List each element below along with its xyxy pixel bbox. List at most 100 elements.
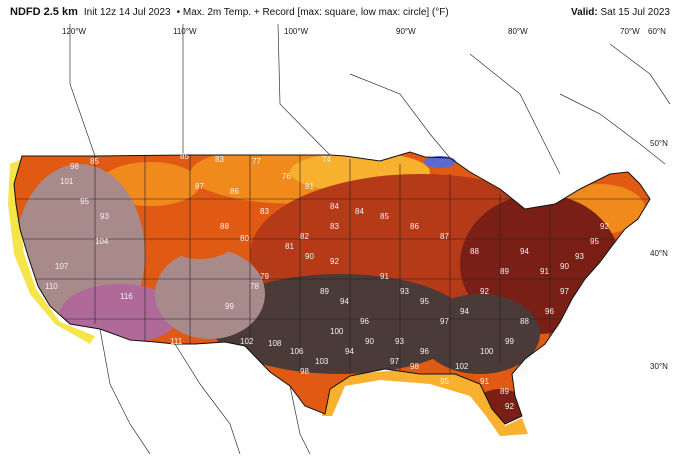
temperature-station-value: 85: [180, 152, 189, 161]
temperature-station-value: 90: [560, 262, 569, 271]
temperature-station-value: 82: [300, 232, 309, 241]
temperature-station-value: 76: [282, 172, 291, 181]
temperature-station-value: 108: [268, 339, 282, 348]
temperature-station-value: 93: [535, 352, 544, 361]
temperature-station-value: 93: [400, 287, 409, 296]
temperature-station-value: 107: [55, 262, 69, 271]
temperature-station-value: 92: [330, 257, 339, 266]
longitude-label: 100°W: [284, 27, 309, 36]
temperature-station-value: 96: [545, 307, 554, 316]
latitude-labels: 50°N 40°N 30°N: [650, 139, 668, 371]
longitude-label: 60°N: [648, 27, 666, 36]
temperature-station-value: 85: [90, 157, 99, 166]
temperature-station-value: 84: [330, 202, 339, 211]
map-header: NDFD 2.5 km Init 12z 14 Jul 2023 • Max. …: [0, 0, 680, 24]
temperature-station-value: 95: [440, 377, 449, 386]
temperature-station-value: 98: [70, 162, 79, 171]
temperature-station-value: 95: [80, 197, 89, 206]
temperature-station-value: 85: [380, 212, 389, 221]
temperature-station-value: 91: [540, 267, 549, 276]
temperature-station-points: 85 83 77 74 72 76 81 84 87 86 83 88 80 85 98 101 95 93 104…: [45, 150, 609, 411]
latitude-label: 40°N: [650, 249, 668, 258]
southern-plains-hot-core: [210, 274, 470, 374]
longitude-labels: 120°W 110°W 100°W 90°W 80°W 70°W 60°N: [62, 27, 666, 36]
international-borders: [69, 23, 671, 455]
temperature-station-value: 95: [420, 297, 429, 306]
lake-superior-cool-spot: [424, 156, 456, 168]
longitude-label: 120°W: [62, 27, 87, 36]
temperature-station-value: 80: [240, 234, 249, 243]
valid-time: Valid: Sat 15 Jul 2023: [571, 7, 670, 18]
temperature-station-value: 83: [330, 222, 339, 231]
temperature-station-value: 94: [340, 297, 349, 306]
field-description: • Max. 2m Temp. + Record [max: square, l…: [176, 7, 449, 18]
temperature-station-value: 72: [365, 150, 374, 159]
temperature-station-value: 74: [322, 155, 331, 164]
temperature-station-value: 97: [560, 287, 569, 296]
temperature-station-value: 94: [345, 347, 354, 356]
temperature-station-value: 83: [215, 155, 224, 164]
temperature-station-value: 88: [220, 222, 229, 231]
temperature-station-value: 110: [45, 282, 58, 291]
temperature-station-value: 91: [480, 377, 489, 386]
temperature-station-value: 81: [285, 242, 294, 251]
temperature-map: 120°W 110°W 100°W 90°W 80°W 70°W 60°N 50…: [0, 23, 680, 455]
temperature-station-value: 92: [505, 402, 514, 411]
temperature-station-value: 94: [520, 247, 529, 256]
temperature-station-value: 90: [365, 337, 374, 346]
temperature-station-value: 102: [455, 362, 469, 371]
map-title: NDFD 2.5 km: [10, 6, 78, 18]
valid-label: Valid:: [571, 6, 598, 18]
temperature-station-value: 116: [120, 292, 133, 301]
temperature-station-value: 102: [240, 337, 254, 346]
temperature-station-value: 78: [250, 282, 259, 291]
longitude-label: 80°W: [508, 27, 528, 36]
valid-date: Sat 15 Jul 2023: [600, 6, 671, 18]
temperature-station-value: 83: [260, 207, 269, 216]
temperature-station-value: 86: [230, 187, 239, 196]
four-corners-highland: [155, 249, 265, 339]
temperature-station-value: 93: [100, 212, 109, 221]
header-left: NDFD 2.5 km Init 12z 14 Jul 2023 • Max. …: [10, 6, 449, 18]
temperature-station-value: 95: [520, 367, 529, 376]
temperature-station-value: 100: [330, 327, 344, 336]
temperature-station-value: 101: [60, 177, 74, 186]
gulf-coast-band: [322, 370, 528, 436]
temperature-station-value: 86: [410, 222, 419, 231]
longitude-label: 110°W: [173, 27, 197, 36]
temperature-station-value: 95: [590, 237, 599, 246]
temperature-station-value: 87: [440, 232, 449, 241]
temperature-station-value: 89: [500, 267, 509, 276]
temperature-station-value: 92: [480, 287, 489, 296]
temperature-station-value: 77: [252, 157, 261, 166]
temperature-station-value: 96: [420, 347, 429, 356]
temperature-station-value: 84: [355, 207, 364, 216]
temperature-station-value: 98: [300, 367, 309, 376]
temperature-station-value: 103: [315, 357, 329, 366]
temperature-station-value: 91: [380, 272, 389, 281]
temperature-station-value: 97: [440, 317, 449, 326]
temperature-station-value: 99: [225, 302, 234, 311]
temperature-station-value: 87: [195, 182, 204, 191]
colorado-warm: [160, 209, 240, 259]
temperature-station-value: 99: [505, 337, 514, 346]
temperature-station-value: 88: [470, 247, 479, 256]
map-panel: 120°W 110°W 100°W 90°W 80°W 70°W 60°N 50…: [0, 23, 680, 455]
temperature-station-value: 93: [395, 337, 404, 346]
temperature-station-value: 79: [260, 272, 269, 281]
temperature-station-value: 89: [320, 287, 329, 296]
temperature-station-value: 104: [95, 237, 109, 246]
temperature-station-value: 89: [500, 387, 509, 396]
temperature-station-value: 106: [290, 347, 304, 356]
temperature-station-value: 88: [520, 317, 529, 326]
init-time: Init 12z 14 Jul 2023: [83, 7, 171, 18]
temperature-station-value: 98: [410, 362, 419, 371]
latitude-label: 30°N: [650, 362, 668, 371]
latitude-label: 50°N: [650, 139, 668, 148]
temperature-station-value: 90: [305, 252, 314, 261]
temperature-station-value: 100: [480, 347, 494, 356]
temperature-station-value: 93: [575, 252, 584, 261]
temperature-station-value: 111: [170, 337, 183, 346]
temperature-station-value: 94: [460, 307, 469, 316]
temperature-station-value: 97: [390, 357, 399, 366]
